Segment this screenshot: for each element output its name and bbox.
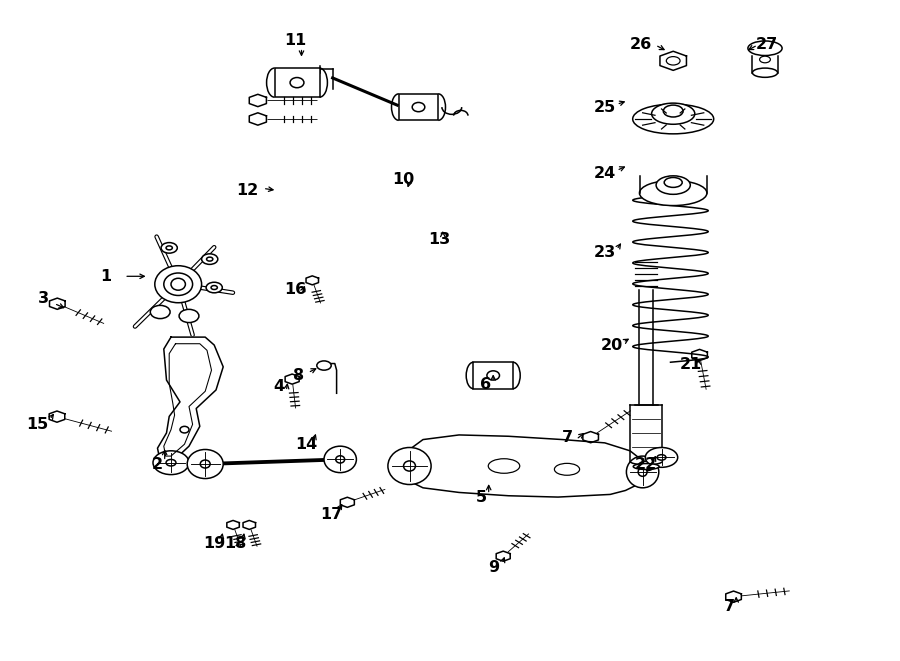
Text: 23: 23 (594, 245, 616, 260)
Polygon shape (583, 432, 599, 443)
Polygon shape (158, 337, 223, 461)
Ellipse shape (155, 266, 202, 303)
Polygon shape (50, 298, 65, 309)
Text: 18: 18 (225, 536, 247, 551)
Ellipse shape (752, 68, 778, 77)
Ellipse shape (180, 426, 189, 433)
Text: 25: 25 (594, 100, 616, 114)
Text: 20: 20 (601, 338, 623, 352)
Text: 6: 6 (481, 377, 491, 392)
Ellipse shape (664, 178, 682, 188)
Ellipse shape (487, 371, 500, 380)
Ellipse shape (656, 176, 690, 194)
Text: 13: 13 (428, 232, 450, 247)
Polygon shape (249, 95, 266, 106)
Ellipse shape (171, 278, 185, 290)
Ellipse shape (336, 456, 345, 463)
Polygon shape (227, 520, 239, 529)
Text: 5: 5 (476, 490, 487, 504)
Ellipse shape (412, 102, 425, 112)
Polygon shape (340, 497, 355, 508)
Ellipse shape (202, 254, 218, 264)
Text: 19: 19 (203, 536, 225, 551)
Text: 7: 7 (724, 600, 734, 614)
FancyBboxPatch shape (274, 68, 320, 97)
Ellipse shape (657, 455, 666, 460)
Ellipse shape (211, 286, 218, 290)
Text: 8: 8 (293, 368, 304, 383)
Text: 3: 3 (38, 292, 49, 306)
Ellipse shape (626, 456, 659, 488)
Text: 27: 27 (756, 38, 778, 52)
Text: 4: 4 (274, 379, 284, 394)
Text: 1: 1 (101, 269, 112, 284)
Ellipse shape (187, 449, 223, 479)
Ellipse shape (638, 467, 647, 477)
Ellipse shape (150, 305, 170, 319)
Text: 16: 16 (284, 282, 306, 297)
Text: 7: 7 (562, 430, 572, 445)
Ellipse shape (161, 243, 177, 253)
Polygon shape (403, 435, 648, 497)
Polygon shape (692, 350, 707, 361)
Ellipse shape (760, 56, 770, 63)
Polygon shape (725, 591, 742, 602)
FancyBboxPatch shape (399, 94, 438, 120)
Ellipse shape (652, 103, 695, 124)
Text: 12: 12 (237, 183, 258, 198)
Ellipse shape (388, 447, 431, 485)
Ellipse shape (645, 447, 678, 467)
Polygon shape (660, 52, 687, 70)
Ellipse shape (748, 41, 782, 56)
Polygon shape (306, 276, 319, 285)
Ellipse shape (164, 273, 193, 295)
Text: 22: 22 (635, 457, 657, 471)
Text: 26: 26 (630, 38, 652, 52)
Ellipse shape (207, 257, 213, 261)
Ellipse shape (634, 463, 659, 469)
Text: 2: 2 (152, 457, 163, 471)
Text: 11: 11 (284, 34, 306, 48)
Ellipse shape (633, 104, 714, 134)
Ellipse shape (290, 77, 304, 88)
Text: 14: 14 (295, 437, 317, 451)
Ellipse shape (201, 460, 211, 468)
Ellipse shape (643, 464, 650, 468)
Text: 9: 9 (488, 560, 499, 574)
Ellipse shape (166, 246, 173, 250)
Ellipse shape (317, 361, 331, 370)
Ellipse shape (179, 309, 199, 323)
Text: 21: 21 (680, 358, 702, 372)
Polygon shape (243, 520, 256, 529)
Ellipse shape (666, 57, 680, 65)
Polygon shape (249, 113, 266, 125)
Text: 15: 15 (27, 417, 49, 432)
Text: 17: 17 (320, 507, 342, 522)
Ellipse shape (153, 451, 189, 475)
Polygon shape (285, 374, 299, 384)
Ellipse shape (663, 105, 683, 117)
FancyBboxPatch shape (473, 362, 513, 389)
Ellipse shape (166, 459, 176, 466)
Ellipse shape (489, 459, 520, 473)
Text: 10: 10 (392, 173, 414, 187)
Polygon shape (50, 411, 65, 422)
Ellipse shape (206, 282, 222, 293)
Ellipse shape (639, 180, 707, 206)
Text: 24: 24 (594, 166, 616, 180)
Ellipse shape (638, 461, 654, 471)
Ellipse shape (324, 446, 356, 473)
Ellipse shape (554, 463, 580, 475)
Ellipse shape (403, 461, 416, 471)
Polygon shape (496, 551, 510, 561)
